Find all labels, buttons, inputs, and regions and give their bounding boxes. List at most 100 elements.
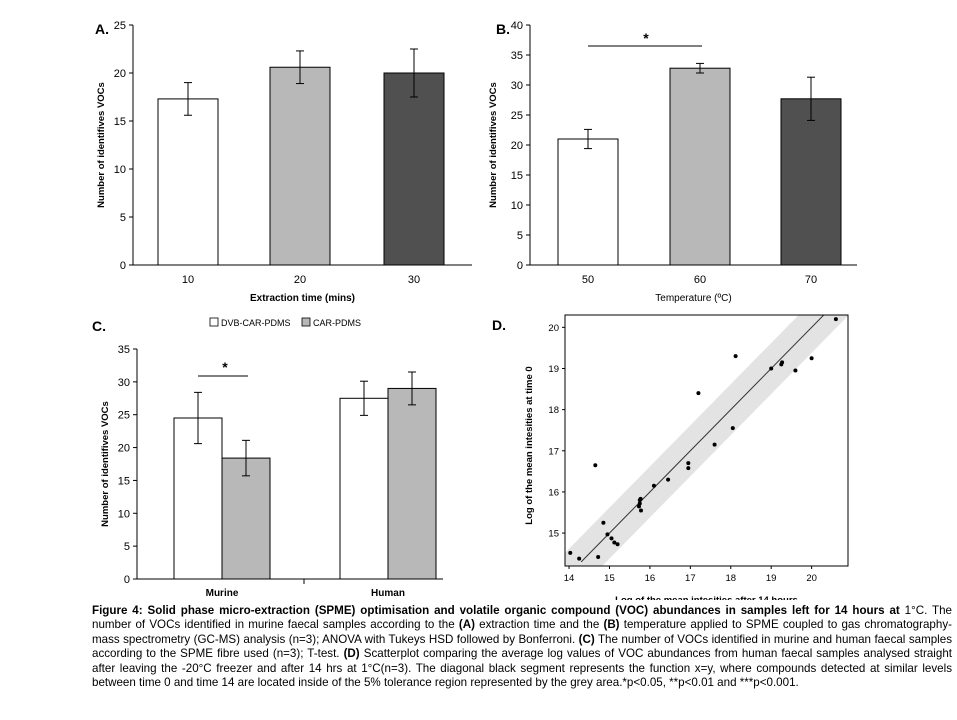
x-tick-label: Human — [371, 588, 405, 599]
y-tick-label: 15 — [548, 529, 559, 540]
caption-ref-b: (B) — [603, 618, 620, 632]
y-tick-label: 10 — [114, 164, 126, 176]
scatter-point — [615, 542, 620, 547]
x-tick-label: Murine — [206, 588, 239, 599]
y-tick-label: 15 — [118, 475, 130, 487]
y-tick-label: 19 — [548, 364, 559, 375]
x-tick-label: 20 — [806, 573, 817, 584]
bar — [557, 138, 619, 266]
legend-label: CAR-PDMS — [313, 318, 361, 328]
scatter-point — [605, 532, 610, 537]
scatter-point — [596, 554, 601, 559]
scatter-point — [730, 426, 735, 431]
y-axis-label: Number of identifives VOCs — [488, 82, 499, 208]
y-tick-label: 5 — [517, 230, 523, 242]
bar — [669, 67, 731, 266]
y-tick-label: 15 — [511, 170, 523, 182]
x-tick-label: 20 — [294, 274, 306, 286]
y-tick-label: 20 — [511, 140, 523, 152]
scatter-point — [639, 508, 644, 513]
legend-label: DVB-CAR-PDMS — [221, 318, 291, 328]
y-tick-label: 10 — [511, 200, 523, 212]
figure-caption: Figure 4: Solid phase micro-extraction (… — [92, 604, 952, 690]
y-tick-label: 15 — [114, 116, 126, 128]
caption-text-4: The number of VOCs identified in murine … — [92, 632, 952, 661]
scatter-point — [769, 366, 774, 371]
caption-text-1: 1°C. The number of VOCs identified in mu… — [92, 604, 952, 632]
scatter-point — [780, 360, 785, 365]
panel-label: C. — [92, 318, 106, 334]
y-tick-label: 30 — [118, 377, 130, 389]
legend-swatch — [301, 317, 311, 327]
y-tick-label: 20 — [118, 443, 130, 455]
y-tick-label: 25 — [114, 20, 126, 32]
bar — [221, 457, 271, 580]
y-tick-label: 20 — [548, 323, 559, 334]
y-tick-label: 0 — [517, 260, 523, 272]
chart-panel-a: A. 0 5 10 15 20 25 Number of identifives VOCs Ex… — [95, 20, 472, 304]
bar — [387, 387, 437, 580]
scatter-point — [612, 540, 617, 545]
y-tick-label: 30 — [511, 80, 523, 92]
x-tick-label: 17 — [685, 573, 696, 584]
y-tick-label: 18 — [548, 405, 559, 416]
scatter-point — [696, 391, 701, 396]
caption-text-3: temperature applied to SPME coupled to g… — [92, 618, 952, 646]
y-tick-label: 17 — [548, 446, 559, 457]
x-tick-label: 30 — [408, 274, 420, 286]
x-tick-label: 60 — [694, 274, 706, 286]
caption-title: Solid phase micro-extraction (SPME) opti… — [147, 604, 900, 617]
bar — [780, 98, 842, 266]
scatter-point — [809, 356, 814, 361]
y-tick-label: 25 — [511, 110, 523, 122]
bar — [157, 98, 219, 266]
y-tick-label: 35 — [118, 344, 130, 356]
caption-ref-a: (A) — [458, 618, 475, 632]
x-tick-label: 14 — [564, 573, 575, 584]
chart-panel-b: B. 0 5 10 15 20 25 30 35 40 Number of identifives … — [488, 20, 857, 304]
y-tick-label: 5 — [124, 541, 130, 553]
panel-label: A. — [95, 21, 109, 37]
bar — [383, 72, 445, 266]
scatter-point — [577, 556, 582, 561]
y-axis-label: Number of identifives VOCs — [96, 82, 107, 208]
scatter-point — [609, 536, 614, 541]
scatter-point — [733, 354, 738, 359]
panel-label: B. — [496, 21, 510, 37]
scatter-point — [686, 466, 691, 471]
x-axis-label: Temperature (ºC) — [655, 293, 731, 304]
x-tick-label: 10 — [182, 274, 194, 286]
plot-area — [565, 315, 848, 566]
scatter-point — [712, 442, 717, 447]
scatter-point — [568, 550, 573, 555]
y-tick-label: 25 — [118, 410, 130, 422]
y-axis-label: Number of identifives VOCs — [100, 401, 111, 527]
scatter-point — [793, 368, 798, 373]
significance-marker: * — [222, 359, 228, 375]
y-axis-label: Log of the mean intesities at time 0 — [524, 366, 535, 524]
x-tick-label: 16 — [645, 573, 656, 584]
x-tick-label: 18 — [725, 573, 736, 584]
y-tick-label: 10 — [118, 508, 130, 520]
chart-panel-d: D. 14 15 16 17 18 19 20 15 16 17 18 19 20 Log of the m… — [492, 314, 849, 600]
panel-label: D. — [492, 317, 506, 333]
scatter-point — [638, 496, 643, 501]
scatter-point — [593, 463, 598, 468]
legend-swatch — [209, 317, 219, 327]
chart-panel-c: C. 0 5 10 15 20 25 30 35 Number of identifives VO… — [92, 317, 443, 599]
identity-line — [580, 315, 825, 563]
y-tick-label: 16 — [548, 487, 559, 498]
bar — [269, 66, 331, 266]
scatter-point — [601, 520, 606, 525]
y-tick-label: 40 — [511, 20, 523, 32]
x-axis-label: Log of the mean intesities after 14 hour… — [615, 595, 798, 600]
figure-panels: A. 0 5 10 15 20 25 Number of identifives VOCs Ex… — [92, 20, 857, 600]
scatter-point — [686, 461, 691, 466]
bar — [339, 397, 389, 580]
x-tick-label: 50 — [582, 274, 594, 286]
caption-ref-c: (C) — [578, 632, 595, 646]
scatter-point — [636, 504, 641, 509]
y-tick-label: 0 — [124, 574, 130, 586]
x-tick-label: 19 — [766, 573, 777, 584]
scatter-point — [833, 317, 838, 322]
